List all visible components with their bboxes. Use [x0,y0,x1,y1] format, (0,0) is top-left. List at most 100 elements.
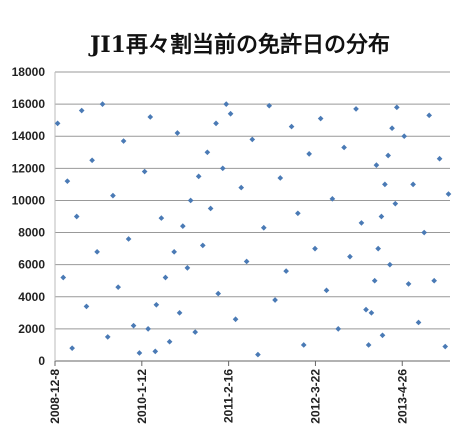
point [180,223,186,229]
point [238,184,245,191]
point [223,101,230,107]
point [421,229,428,236]
point [207,205,214,212]
point [158,215,165,221]
point [272,297,278,303]
point [184,265,191,271]
point [94,248,100,255]
point [375,245,381,252]
point [358,220,365,226]
point [60,274,67,281]
chart-title: JI1再々割当前の免許日の分布 [88,32,390,58]
point [213,120,219,127]
point [323,287,330,294]
point [78,107,85,114]
point [255,351,261,358]
point [387,261,393,268]
point [187,197,194,204]
y-tick-label: 0 [38,354,45,368]
y-tick-label: 14000 [12,129,46,143]
point [392,200,399,207]
point [110,192,116,199]
point [54,120,61,127]
x-tick-label: 2012-3-22 [308,369,322,424]
point [288,123,295,130]
point [363,306,369,313]
y-tick-label: 8000 [18,226,45,240]
point [219,165,226,172]
point [64,178,71,185]
point [99,101,106,107]
y-tick-label: 4000 [18,290,45,304]
point [410,181,416,188]
point [174,130,181,136]
point [393,104,400,111]
point [431,277,437,284]
point [378,213,385,220]
point [415,319,422,326]
point [347,253,353,260]
point [162,274,169,281]
point [442,343,449,350]
point [171,248,177,255]
point [145,326,151,332]
point [227,110,234,117]
point [147,114,154,120]
point [89,157,95,164]
y-tick-label: 2000 [18,322,45,336]
point [306,151,312,157]
point [436,155,443,162]
point [312,245,318,252]
point [295,210,301,217]
point [166,338,173,345]
point [277,175,284,181]
point [335,326,342,332]
point [199,242,206,249]
point [373,162,380,168]
point [260,224,267,231]
point [401,133,408,140]
point [365,342,372,348]
point [130,322,137,329]
x-tick-label: 2008-12-8 [48,369,62,424]
point [115,284,121,290]
point [329,196,336,202]
x-tick-label: 2010-1-12 [135,369,149,424]
point [445,191,452,197]
point [204,149,211,156]
point [249,136,256,143]
point [341,144,347,151]
y-tick-label: 10000 [12,193,46,207]
point [120,138,127,144]
point [141,168,148,175]
point [73,213,80,220]
x-tick-label: 2013-4-26 [395,369,409,424]
point [152,348,159,355]
point [389,125,395,132]
point [232,316,239,323]
point [385,152,391,159]
point [195,173,202,180]
point [192,329,199,335]
point [382,181,388,188]
point [136,350,143,356]
point [266,102,273,109]
point [405,281,412,287]
point [368,310,375,316]
point [69,345,75,351]
point [215,290,222,297]
y-tick-label: 16000 [12,97,46,111]
point [243,258,250,265]
point [379,332,386,339]
point [300,342,307,348]
point [317,115,324,122]
point [83,303,90,310]
point [353,106,359,112]
x-tick-label: 2011-2-16 [222,369,236,423]
point [153,301,160,308]
point [426,112,432,119]
y-tick-label: 6000 [18,258,45,272]
y-tick-label: 12000 [12,161,46,175]
point [371,277,378,284]
